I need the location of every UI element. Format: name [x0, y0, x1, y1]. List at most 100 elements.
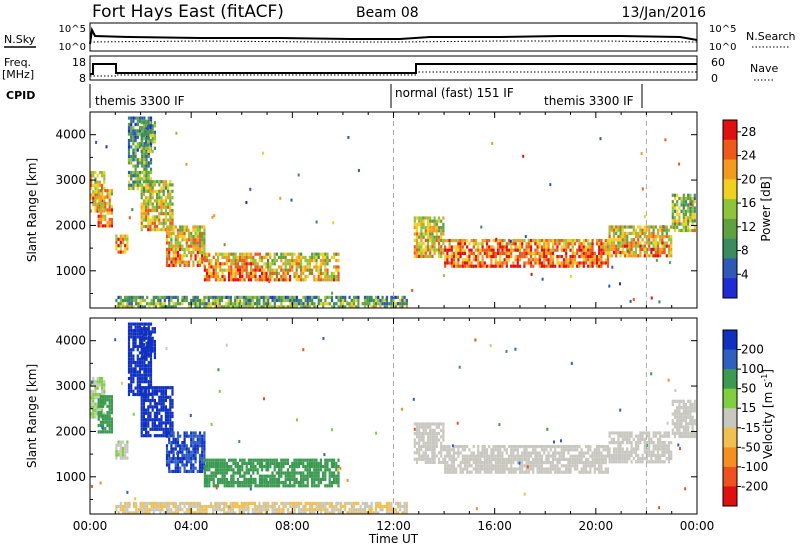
- echo-cell: [98, 171, 101, 175]
- echo-cell: [169, 196, 172, 200]
- echo-cell: [659, 457, 662, 461]
- echo-cell: [610, 431, 613, 435]
- echo-cell: [485, 464, 489, 468]
- echo-cell: [162, 427, 165, 431]
- echo-cell: [684, 228, 688, 233]
- nave-tick-bottom: 0: [711, 72, 718, 85]
- echo-cell: [534, 242, 537, 246]
- echo-cell: [170, 447, 173, 451]
- echo-cell: [273, 259, 276, 263]
- echo-cell: [433, 460, 436, 464]
- echo-cell: [264, 298, 268, 303]
- echo-cell: [418, 441, 421, 445]
- echo-cell: [130, 161, 133, 165]
- echo-cell: [641, 231, 644, 235]
- echo-cell: [435, 435, 438, 439]
- echo-cell: [521, 242, 524, 246]
- echo-cell: [621, 251, 624, 255]
- echo-cell: [446, 251, 449, 255]
- echo-cell: [243, 278, 246, 282]
- echo-cell: [540, 470, 544, 474]
- echo-cell: [168, 305, 171, 309]
- echo-cell: [341, 302, 345, 306]
- echo-cell: [352, 295, 356, 299]
- echo-cell: [108, 404, 111, 408]
- echo-cell: [162, 183, 165, 187]
- echo-cell: [468, 470, 471, 474]
- echo-cell: [230, 252, 233, 256]
- echo-cell: [201, 260, 204, 264]
- echo-cell: [337, 481, 340, 485]
- echo-cell: [619, 441, 622, 445]
- echo-cell: [140, 208, 143, 213]
- echo-cell: [156, 408, 159, 412]
- echo-cell: [468, 264, 471, 268]
- echo-cell: [132, 370, 135, 374]
- echo-cell: [167, 427, 170, 431]
- echo-cell: [293, 461, 296, 465]
- echo-cell: [293, 468, 296, 472]
- echo-cell: [463, 454, 467, 458]
- echo-cell: [415, 457, 419, 461]
- echo-cell: [499, 454, 502, 458]
- echo-cell: [117, 250, 120, 254]
- echo-cell: [254, 481, 257, 485]
- echo-cell: [472, 239, 475, 243]
- echo-cell: [143, 151, 146, 155]
- echo-cell: [108, 407, 111, 412]
- echo-cell: [580, 454, 583, 458]
- echo-cell: [671, 212, 674, 217]
- noise-point: [498, 248, 501, 252]
- echo-cell: [687, 431, 690, 435]
- echo-cell: [265, 468, 268, 472]
- echo-cell: [101, 383, 104, 387]
- echo-cell: [680, 228, 683, 233]
- noise-point: [385, 297, 388, 301]
- echo-cell: [134, 135, 137, 139]
- echo-cell: [190, 444, 193, 448]
- echo-cell: [565, 445, 568, 449]
- echo-cell: [641, 437, 644, 441]
- echo-cell: [291, 265, 294, 269]
- echo-cell: [168, 434, 171, 438]
- echo-cell: [172, 434, 175, 438]
- echo-cell: [162, 434, 165, 438]
- echo-cell: [153, 228, 156, 232]
- echo-cell: [567, 467, 570, 471]
- echo-cell: [540, 261, 544, 265]
- echo-cell: [106, 395, 109, 399]
- echo-cell: [206, 252, 209, 256]
- echo-cell: [151, 149, 154, 154]
- echo-cell: [433, 229, 436, 233]
- echo-cell: [124, 234, 127, 238]
- echo-cell: [295, 302, 298, 306]
- echo-cell: [313, 458, 316, 462]
- echo-cell: [630, 247, 633, 251]
- echo-cell: [621, 447, 624, 451]
- echo-cell: [507, 461, 511, 465]
- echo-cell: [130, 186, 133, 191]
- echo-cell: [311, 271, 314, 275]
- echo-cell: [164, 218, 167, 222]
- echo-cell: [261, 484, 264, 488]
- echo-cell: [289, 252, 292, 256]
- echo-cell: [127, 348, 131, 352]
- echo-cell: [401, 298, 404, 303]
- echo-cell: [149, 186, 152, 190]
- echo-cell: [138, 332, 142, 336]
- echo-cell: [127, 335, 131, 339]
- echo-cell: [183, 247, 186, 251]
- echo-cell: [147, 140, 150, 144]
- echo-cell: [582, 258, 585, 262]
- echo-cell: [145, 174, 148, 178]
- echo-cell: [420, 432, 423, 436]
- echo-cell: [682, 431, 685, 435]
- echo-cell: [621, 431, 624, 435]
- echo-cell: [297, 275, 300, 279]
- echo-cell: [304, 268, 307, 272]
- echo-cell: [560, 445, 563, 449]
- echo-cell: [518, 264, 522, 268]
- echo-cell: [172, 244, 175, 248]
- echo-cell: [280, 255, 283, 259]
- echo-cell: [488, 464, 491, 468]
